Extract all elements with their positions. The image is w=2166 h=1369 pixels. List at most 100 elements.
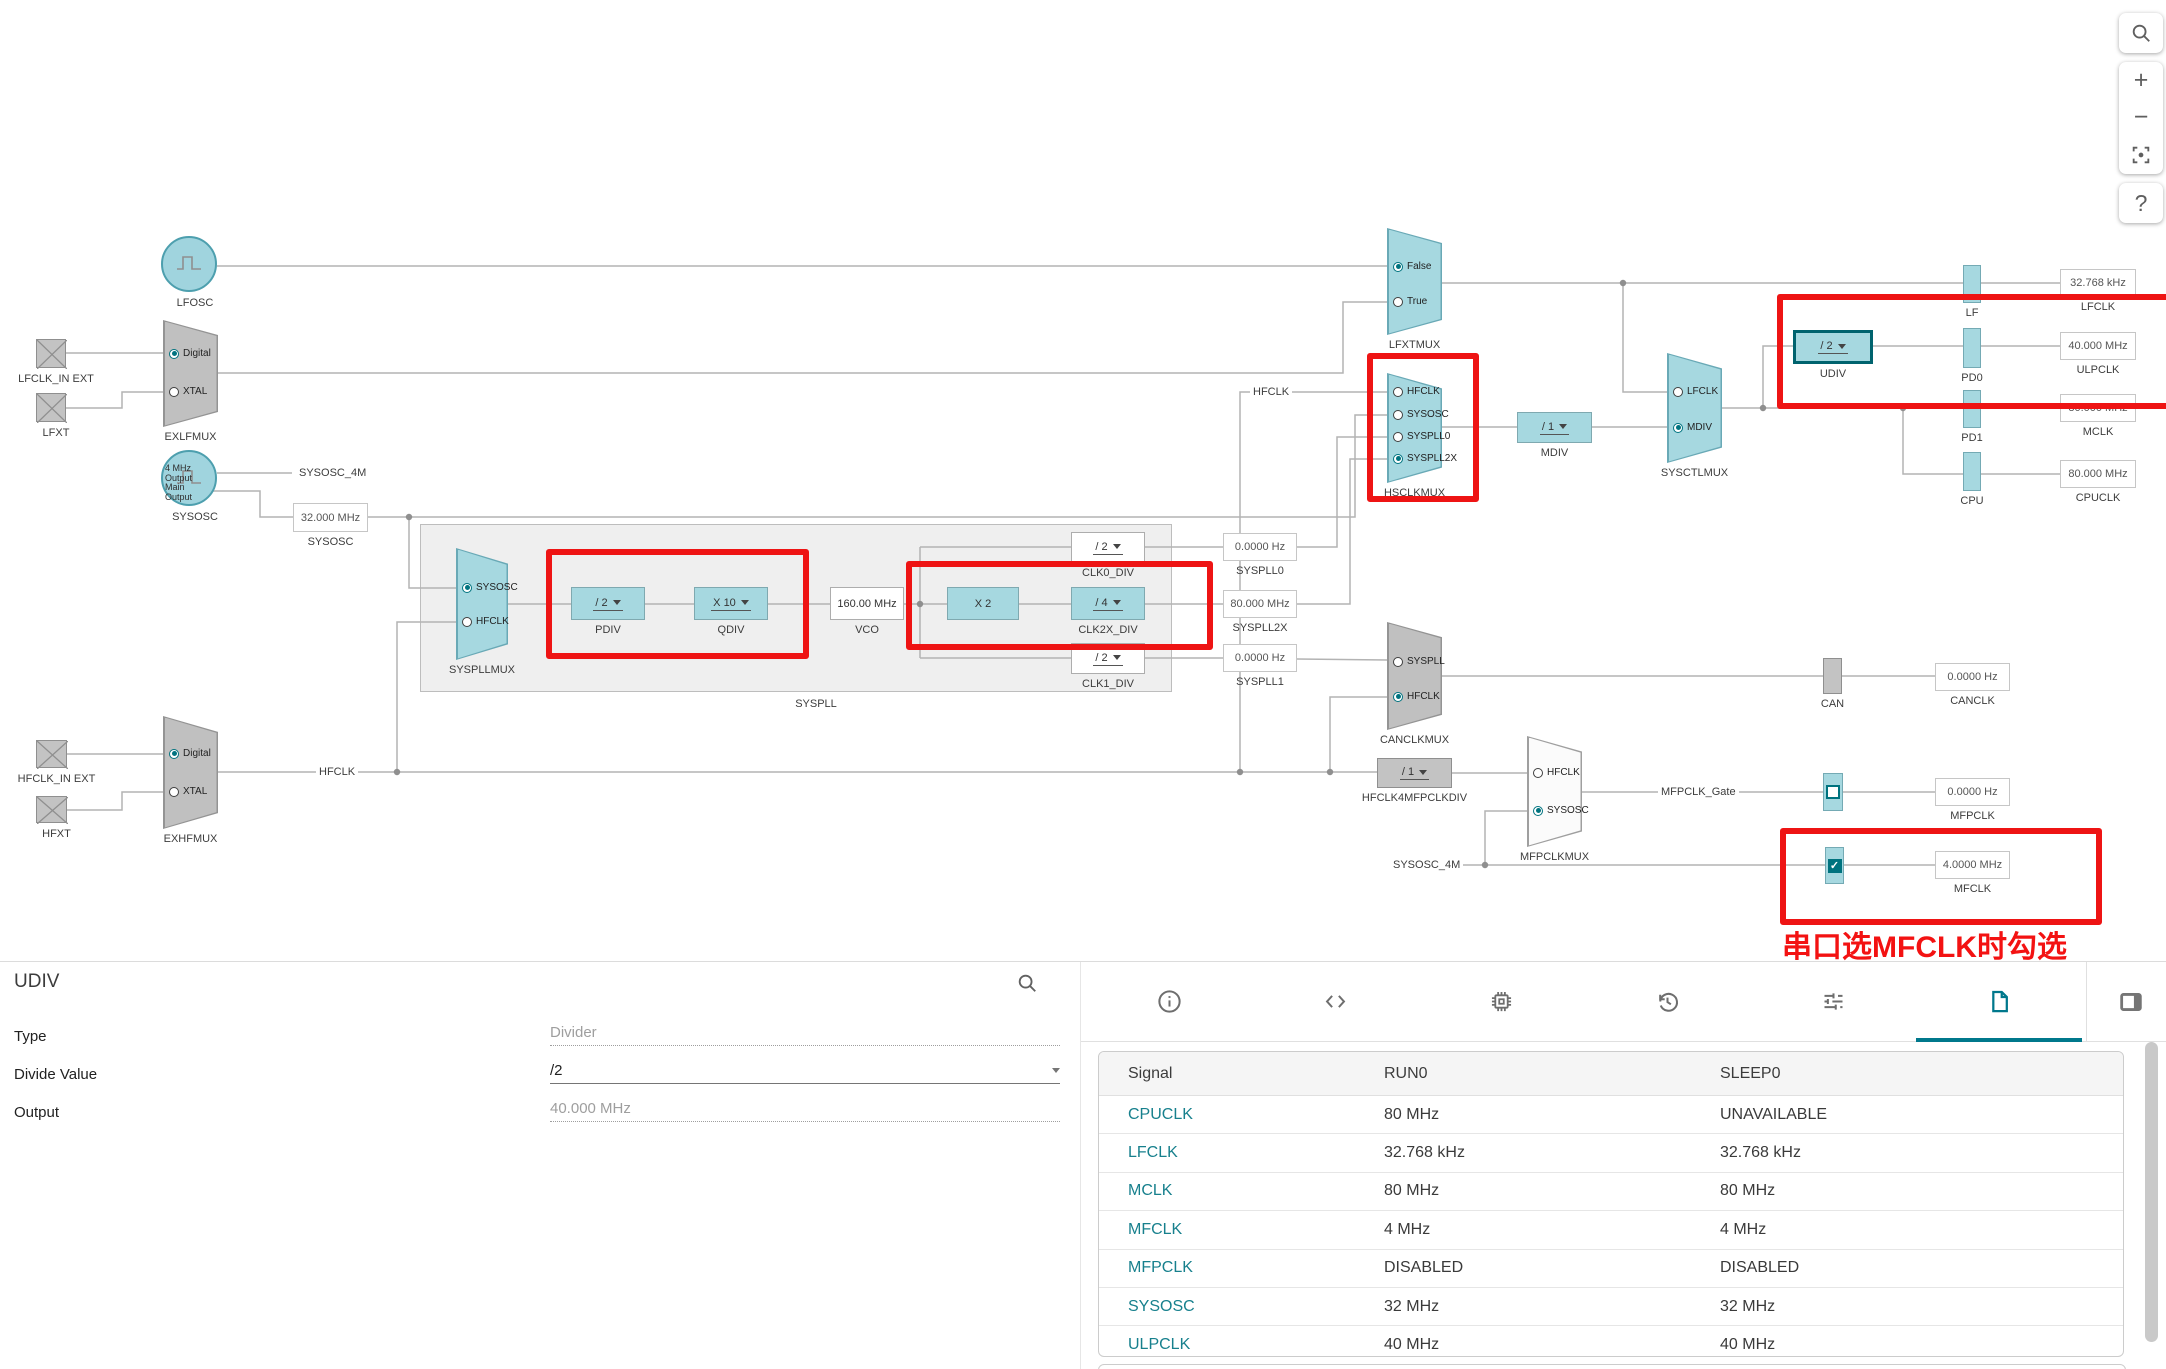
value-box-syspll2x: 80.000 MHz — [1223, 590, 1297, 618]
mux-option-hfclk[interactable]: HFCLK — [462, 616, 509, 627]
value-box-label-ulpclk: ULPCLK — [2076, 364, 2120, 376]
tab-history[interactable] — [1584, 962, 1750, 1041]
run0-cell: 32 MHz — [1384, 1297, 1440, 1315]
run0-cell: 32.768 kHz — [1384, 1144, 1465, 1162]
signal-link[interactable]: MFCLK — [1128, 1220, 1183, 1238]
block-label-mdiv: MDIV — [1540, 447, 1569, 459]
dropdown-value: / 1 — [1399, 766, 1430, 780]
zoom-in-button[interactable]: + — [2133, 66, 2149, 95]
mux-option-lfclk[interactable]: LFCLK — [1673, 386, 1718, 397]
table-row: ULPCLK 40 MHz 40 MHz — [1099, 1326, 2123, 1356]
block-pdiv[interactable]: / 2 — [571, 587, 645, 620]
dropdown-value: / 1 — [1539, 421, 1570, 435]
mux-option-false[interactable]: False — [1393, 261, 1431, 272]
mux-option-digital[interactable]: Digital — [169, 348, 211, 359]
oscillator-lfosc[interactable] — [161, 236, 217, 292]
panel-toggle-button[interactable] — [2096, 962, 2166, 1041]
signal-frequency-table: Signal RUN0 SLEEP0 CPUCLK 80 MHz UNAVAILAB… — [1098, 1051, 2124, 1357]
diagram-search-button[interactable] — [2119, 13, 2163, 53]
mux-option-hfclk[interactable]: HFCLK — [1393, 386, 1440, 397]
mux-option-sysosc[interactable]: SYSOSC — [462, 582, 518, 593]
block-udiv[interactable]: / 2 — [1793, 330, 1873, 364]
radio-unselected — [1393, 386, 1403, 397]
signal-link[interactable]: SYSOSC — [1128, 1297, 1195, 1315]
mux-option-label: XTAL — [183, 386, 208, 397]
signal-link[interactable]: ULPCLK — [1128, 1336, 1191, 1354]
block-clk2x_div[interactable]: / 4 — [1071, 587, 1145, 620]
square-wave-icon — [177, 256, 201, 270]
radio-selected — [1393, 261, 1403, 272]
divide-value-select[interactable]: /2 — [550, 1062, 1060, 1084]
ext-input-lfxt[interactable] — [36, 393, 68, 424]
mux-option-sysosc[interactable]: SYSOSC — [1533, 805, 1589, 816]
mux-option-hfclk[interactable]: HFCLK — [1533, 767, 1580, 778]
signal-link[interactable]: CPUCLK — [1128, 1105, 1193, 1123]
checkbox-unchecked[interactable] — [1826, 785, 1840, 799]
mux-option-true[interactable]: True — [1393, 296, 1427, 307]
tab-info[interactable] — [1086, 962, 1252, 1041]
ext-input-lfclk_in_ext[interactable] — [36, 339, 68, 370]
wire — [1296, 658, 1388, 661]
mux-option-syspll[interactable]: SYSPLL — [1393, 656, 1445, 667]
signal-link[interactable]: MFPCLK — [1128, 1259, 1193, 1277]
checkbox-checked[interactable]: ✓ — [1827, 858, 1842, 873]
next-section-edge — [1098, 1364, 2126, 1369]
tab-device[interactable] — [1418, 962, 1584, 1041]
gate-pd0 — [1963, 328, 1981, 368]
mux-option-xtal[interactable]: XTAL — [169, 386, 207, 397]
column-header-sleep0: SLEEP0 — [1720, 1064, 1781, 1082]
side-panel-icon — [2120, 992, 2142, 1011]
mux-option-syspll0[interactable]: SYSPLL0 — [1393, 431, 1450, 442]
radio-unselected — [1393, 431, 1403, 442]
chevron-down-icon — [612, 600, 621, 605]
tabbar-divider — [2086, 962, 2087, 1041]
wire — [1297, 436, 1387, 548]
signal-cell: SYSOSC — [1099, 1298, 1384, 1316]
fit-to-screen-button[interactable] — [2119, 137, 2163, 174]
annotation-note: 串口选MFCLK时勾选 — [1782, 931, 2067, 964]
ext-input-hfclk_in_ext[interactable] — [36, 740, 69, 770]
mux-shape-fill — [1668, 354, 1721, 462]
block-hfclk4mfpclkdiv[interactable]: / 1 — [1377, 758, 1452, 788]
radio-unselected — [1393, 296, 1403, 307]
signal-cell: CPUCLK — [1099, 1106, 1384, 1124]
mux-option-xtal[interactable]: XTAL — [169, 786, 207, 797]
value-box-label-lfclk: LFCLK — [2080, 301, 2116, 313]
signal-link[interactable]: LFCLK — [1128, 1144, 1178, 1162]
tab-tune[interactable] — [1750, 962, 1916, 1041]
mux-option-hfclk[interactable]: HFCLK — [1393, 691, 1440, 702]
dropdown-text: / 2 — [1095, 651, 1108, 664]
help-button[interactable]: ? — [2119, 183, 2163, 223]
mux-option-mdiv[interactable]: MDIV — [1673, 422, 1712, 433]
dropdown-value: / 4 — [1093, 597, 1123, 611]
value-box-lfclk: 32.768 kHz — [2060, 269, 2136, 297]
fit-screen-icon — [2132, 147, 2150, 164]
radio-unselected — [169, 786, 179, 797]
signal-link[interactable]: MCLK — [1128, 1182, 1173, 1200]
inspector-search-button[interactable] — [1016, 972, 1038, 994]
block-qdiv[interactable]: X 10 — [694, 587, 768, 620]
mux-option-syspll2x[interactable]: SYSPLL2X — [1393, 453, 1457, 464]
radio-selected — [1673, 422, 1683, 433]
mux-option-sysosc[interactable]: SYSOSC — [1393, 409, 1449, 420]
mux-option-label: SYSOSC — [1547, 805, 1589, 816]
mux-option-digital[interactable]: Digital — [169, 748, 211, 759]
sleep0-cell: 80 MHz — [1720, 1182, 1776, 1200]
value-box-label-syspll1: SYSPLL1 — [1236, 676, 1284, 688]
oscillator-sysosc[interactable] — [161, 450, 217, 506]
output-field: 40.000 MHz — [550, 1100, 1060, 1122]
block-mdiv[interactable]: / 1 — [1517, 412, 1592, 443]
mux-shape-fill — [1388, 229, 1441, 334]
tab-code[interactable] — [1252, 962, 1418, 1041]
search-icon — [1018, 974, 1036, 992]
tab-document[interactable] — [1916, 962, 2082, 1042]
mux-option-label: Digital — [183, 748, 211, 759]
ext-input-hfxt[interactable] — [36, 796, 69, 825]
block-clk0_div[interactable]: / 2 — [1071, 532, 1145, 563]
mux-option-label: SYSOSC — [1407, 409, 1449, 420]
junction-dot — [1236, 768, 1244, 776]
panel-scrollbar[interactable] — [2145, 1042, 2158, 1342]
zoom-out-button[interactable]: − — [2133, 103, 2149, 132]
mux-option-label: XTAL — [183, 786, 208, 797]
